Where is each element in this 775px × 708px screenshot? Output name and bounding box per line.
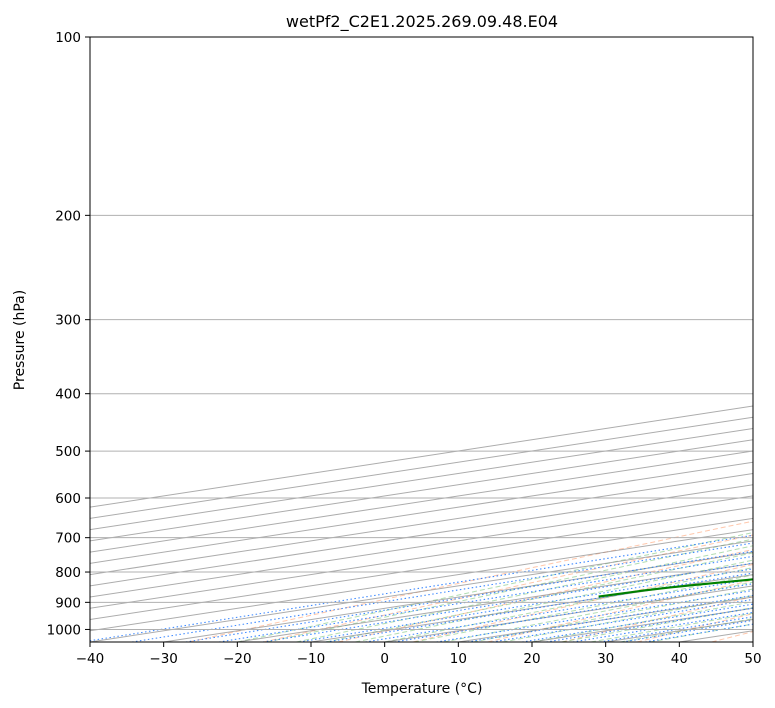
moist-adiabat: [355, 559, 753, 642]
x-tick-label: 50: [744, 651, 761, 667]
x-tick-label: −20: [223, 651, 252, 667]
y-tick-label: 600: [55, 491, 81, 507]
y-tick-label: 800: [55, 565, 81, 581]
isotherm: [90, 461, 753, 564]
isotherm: [90, 517, 753, 621]
background-lines: [90, 37, 753, 642]
y-tick-label: 700: [55, 531, 81, 547]
x-tick-label: 20: [523, 651, 540, 667]
moist-adiabat: [266, 538, 753, 642]
moist-adiabat: [473, 588, 753, 642]
isotherm: [90, 506, 753, 609]
x-tick-label: 30: [597, 651, 614, 667]
isotherm: [90, 540, 753, 642]
x-tick-label: 40: [671, 651, 688, 667]
isotherm: [90, 472, 753, 576]
isotherm: [90, 484, 753, 587]
y-tick-label: 1000: [47, 622, 81, 638]
mixing-ratio-line: [522, 603, 753, 642]
x-tick-label: −10: [297, 651, 326, 667]
mixing-ratio-line: [262, 562, 753, 642]
y-axis-title: Pressure (hPa): [12, 290, 28, 390]
x-tick-label: 10: [450, 651, 467, 667]
x-tick-label: −40: [76, 651, 105, 667]
isotherm: [90, 529, 753, 632]
y-tick-label: 300: [55, 313, 81, 329]
chart-title: wetPf2_C2E1.2025.269.09.48.E04: [286, 12, 558, 32]
axes: −40 −30 −20 −10 0 10 20 30 40 50 100 200 300 400 500 60…: [47, 30, 762, 667]
mixing-ratio-line: [546, 607, 753, 642]
isotherm: [90, 450, 753, 553]
y-tick-label: 900: [55, 595, 81, 611]
mixing-ratio-line: [218, 555, 753, 642]
isotherm: [90, 495, 753, 598]
moist-adiabat: [414, 574, 753, 642]
mixing-ratio-line: [492, 598, 753, 642]
x-tick-label: 0: [380, 651, 389, 667]
plot-frame: [89, 36, 754, 643]
y-tick-label: 400: [55, 387, 81, 403]
moist-adiabat: [237, 532, 753, 642]
mixing-ratio-line: [185, 550, 753, 642]
x-axis-title: Temperature (°C): [361, 681, 483, 697]
y-tick-label: 200: [55, 208, 81, 224]
y-tick-label: 100: [55, 30, 81, 46]
x-tick-label: −30: [149, 651, 178, 667]
y-tick-label: 500: [55, 444, 81, 460]
